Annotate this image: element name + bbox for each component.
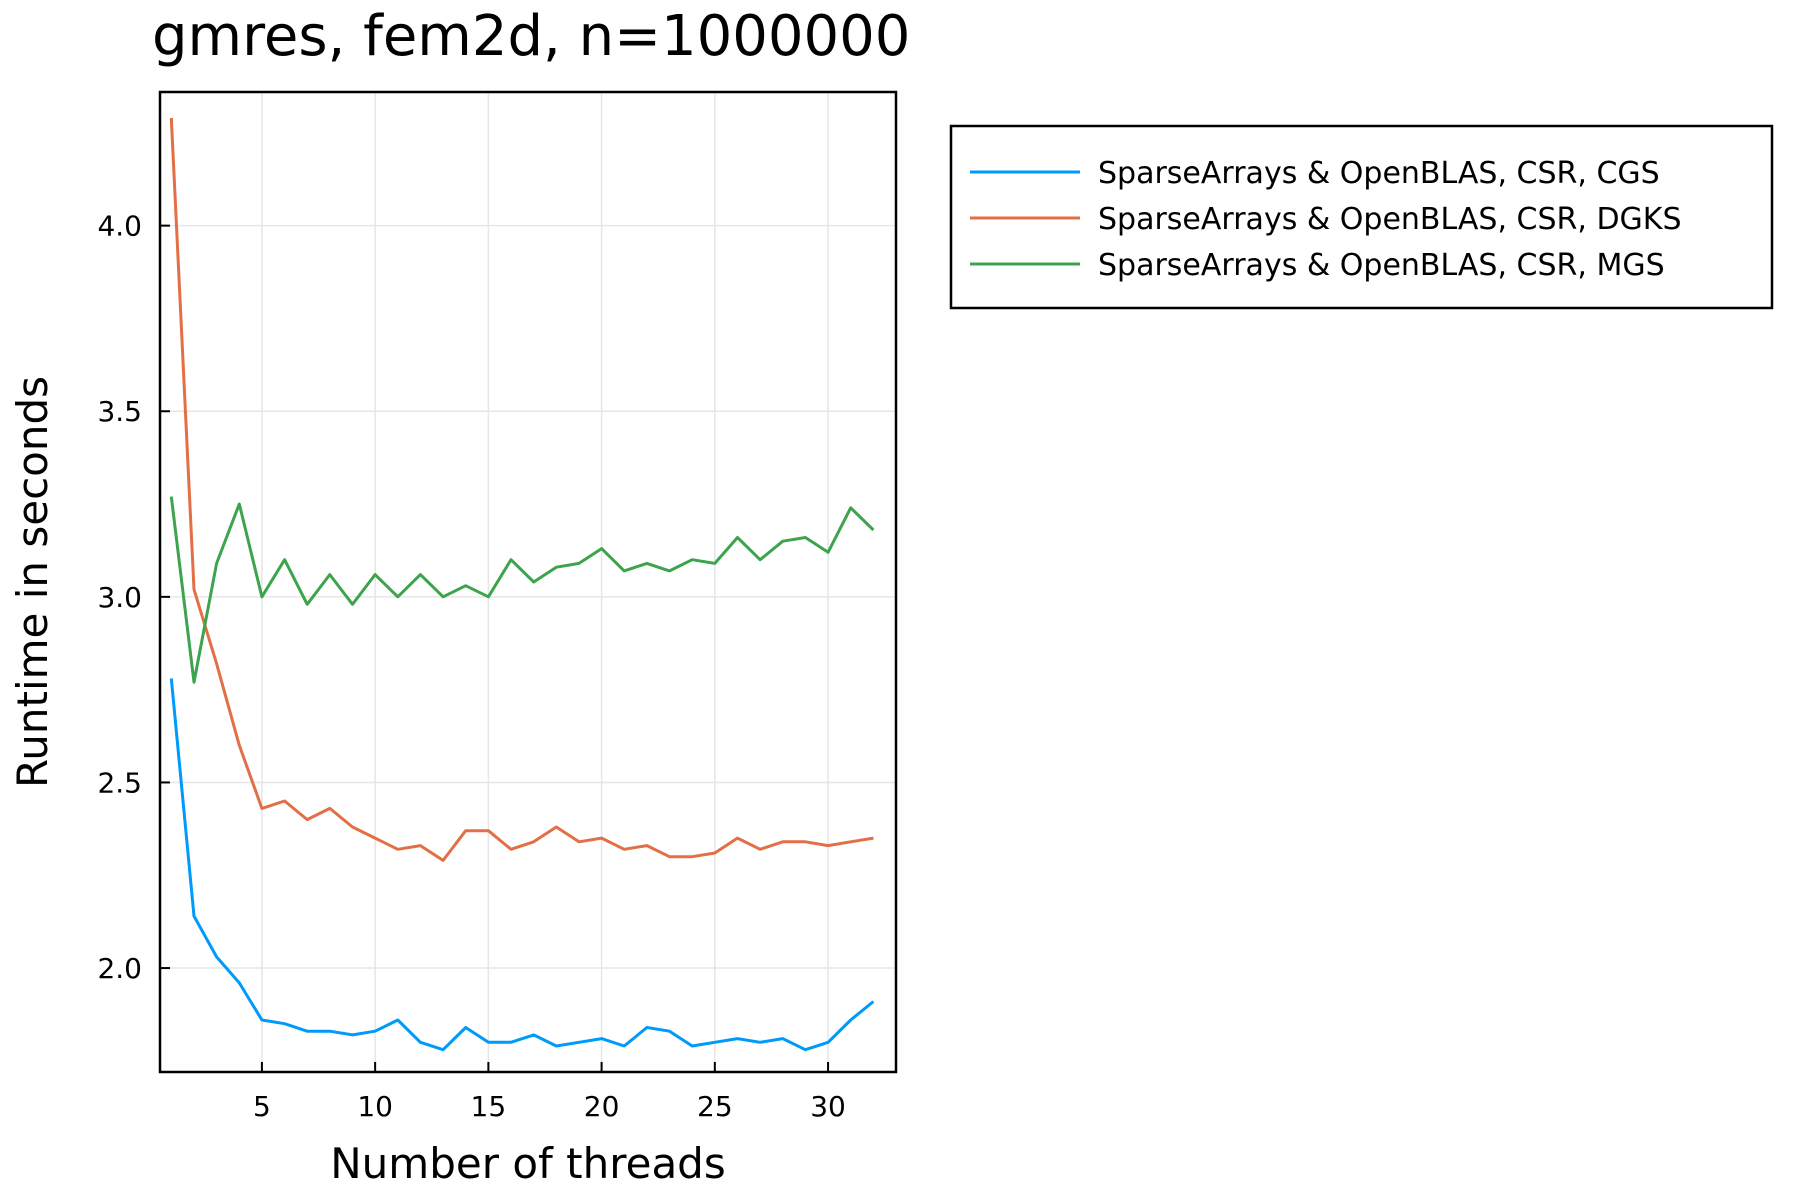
- x-axis-label: Number of threads: [330, 1139, 725, 1188]
- y-tick-label: 3.5: [97, 395, 142, 428]
- grid: [160, 92, 896, 1072]
- series-line-1: [169, 678, 875, 1052]
- y-tick-label: 3.0: [97, 581, 142, 614]
- legend-label-2: SparseArrays & OpenBLAS, CSR, DGKS: [1098, 202, 1682, 237]
- y-tick-label: 4.0: [97, 210, 142, 243]
- x-tick-label: 15: [471, 1090, 507, 1123]
- series-line-2: [169, 117, 874, 862]
- x-ticks: 5 10 15 20 25 30: [253, 1062, 846, 1123]
- legend-box: [949, 124, 1774, 310]
- legend-label-3: SparseArrays & OpenBLAS, CSR, MGS: [1098, 248, 1665, 283]
- y-axis-label: Runtime in seconds: [8, 376, 57, 788]
- y-ticks: 2.0 2.5 3.0 3.5 4.0: [97, 210, 170, 985]
- x-tick-label: 5: [253, 1090, 271, 1123]
- y-tick-label: 2.5: [97, 766, 142, 799]
- legend-label-1: SparseArrays & OpenBLAS, CSR, CGS: [1098, 156, 1660, 191]
- legend: SparseArrays & OpenBLAS, CSR, CGS SparseA…: [949, 124, 1774, 310]
- x-tick-label: 10: [357, 1090, 393, 1123]
- series-lines: [169, 117, 875, 1052]
- plot-frame: [158, 90, 898, 1074]
- chart-title: gmres, fem2d, n=1000000: [152, 4, 910, 69]
- x-tick-label: 30: [810, 1090, 846, 1123]
- series-line-3: [169, 496, 875, 684]
- x-tick-label: 25: [697, 1090, 733, 1123]
- y-tick-label: 2.0: [97, 952, 142, 985]
- x-tick-label: 20: [584, 1090, 620, 1123]
